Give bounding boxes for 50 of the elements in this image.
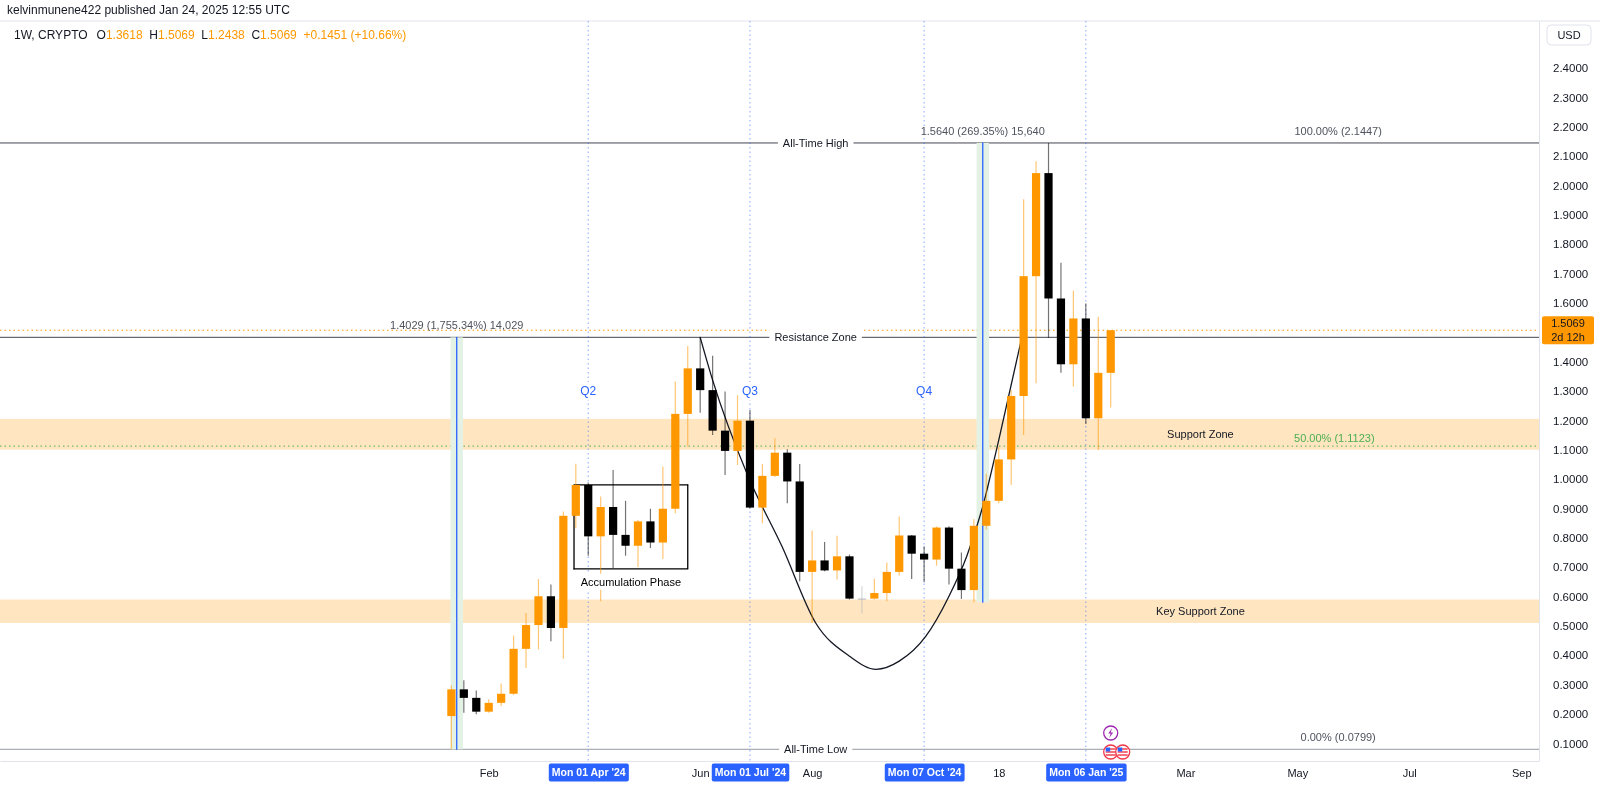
ref-line-label: Q4 bbox=[916, 384, 933, 399]
y-tick-label: 2.0000 bbox=[1553, 179, 1589, 192]
x-tick-label: Mar bbox=[1176, 766, 1196, 779]
y-tick-label: 1.0000 bbox=[1553, 473, 1589, 486]
annotation: 1.4029 (1,755.34%) 14,029 bbox=[390, 319, 524, 332]
ref-line-label: Resistance Zone bbox=[774, 331, 857, 344]
y-axis-title: USD bbox=[1557, 28, 1581, 41]
y-tick-label: 1.1000 bbox=[1553, 443, 1589, 456]
y-tick-label: 1.3000 bbox=[1553, 385, 1589, 398]
ref-line-label: 1.5069 2d 12h bbox=[1551, 317, 1585, 343]
y-tick-label: 1.9000 bbox=[1553, 208, 1589, 221]
annotation: 1.5640 (269.35%) 15,640 bbox=[920, 124, 1045, 137]
y-tick-label: 1.6000 bbox=[1553, 297, 1589, 310]
ref-line-label: Q2 bbox=[580, 384, 597, 399]
x-tick-label: Jul bbox=[1402, 766, 1417, 779]
annotation: 100.00% (2.1447) bbox=[1294, 124, 1382, 137]
y-tick-label: 2.2000 bbox=[1553, 120, 1589, 133]
x-tick-label: Feb bbox=[479, 766, 499, 779]
y-tick-label: 0.5000 bbox=[1553, 620, 1589, 633]
ref-line-label: All-Time High bbox=[782, 136, 849, 149]
y-tick-label: 0.9000 bbox=[1553, 502, 1589, 515]
x-tick-label: Aug bbox=[802, 766, 823, 779]
ref-line-label: Q3 bbox=[741, 384, 759, 399]
y-tick-label: 2.3000 bbox=[1553, 91, 1589, 104]
y-tick-label: 0.1000 bbox=[1553, 737, 1589, 750]
y-tick-label: 0.2000 bbox=[1553, 708, 1589, 721]
x-tick-label: 18 bbox=[993, 766, 1006, 779]
annotation: 0.00% (0.0799) bbox=[1300, 731, 1376, 744]
x-tick-label: May bbox=[1287, 766, 1309, 779]
y-tick-label: 0.3000 bbox=[1553, 678, 1589, 691]
ref-line-label: All-Time Low bbox=[784, 743, 848, 756]
y-tick-label: 1.7000 bbox=[1553, 267, 1589, 280]
y-tick-label: 2.4000 bbox=[1553, 62, 1589, 75]
band-label: Key Support Zone bbox=[1156, 605, 1245, 618]
series-label: Accumulation Phase bbox=[580, 575, 682, 588]
y-tick-label: 1.2000 bbox=[1553, 414, 1589, 427]
text: 1W, CRYPTO bbox=[14, 28, 88, 43]
y-tick-label: 1.4000 bbox=[1553, 355, 1589, 368]
ref-line-label: 50.00% (1.1123) bbox=[1294, 431, 1375, 444]
text: kelvinmunene422 published Jan 24, 2025 12:55 UTC bbox=[7, 3, 291, 18]
y-tick-label: 2.1000 bbox=[1553, 150, 1589, 163]
y-tick-label: 0.6000 bbox=[1553, 590, 1589, 603]
band-label: Support Zone bbox=[1167, 428, 1234, 441]
y-tick-label: 1.8000 bbox=[1553, 238, 1589, 251]
text: O1.3618 H1.5069 L1.2438 C1.5069 +0.1451 (+10.66%) bbox=[96, 28, 407, 42]
y-tick-label: 0.4000 bbox=[1553, 649, 1589, 662]
y-tick-label: 0.8000 bbox=[1553, 532, 1589, 545]
x-tick-label: Sep bbox=[1511, 766, 1532, 779]
x-tick-label: Jun bbox=[691, 766, 710, 779]
y-tick-label: 0.7000 bbox=[1553, 561, 1589, 574]
